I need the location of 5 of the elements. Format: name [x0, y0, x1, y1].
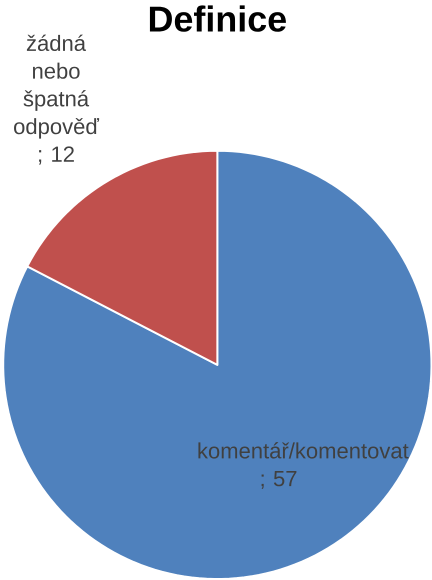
data-label: ; 57	[261, 470, 296, 489]
data-label: ; 12	[38, 146, 74, 165]
slice-label: žádná nebo špatná odpověď	[14, 34, 99, 139]
chart-title: Definice	[150, 5, 286, 32]
slice-label: komentář/komentovat	[198, 442, 408, 459]
